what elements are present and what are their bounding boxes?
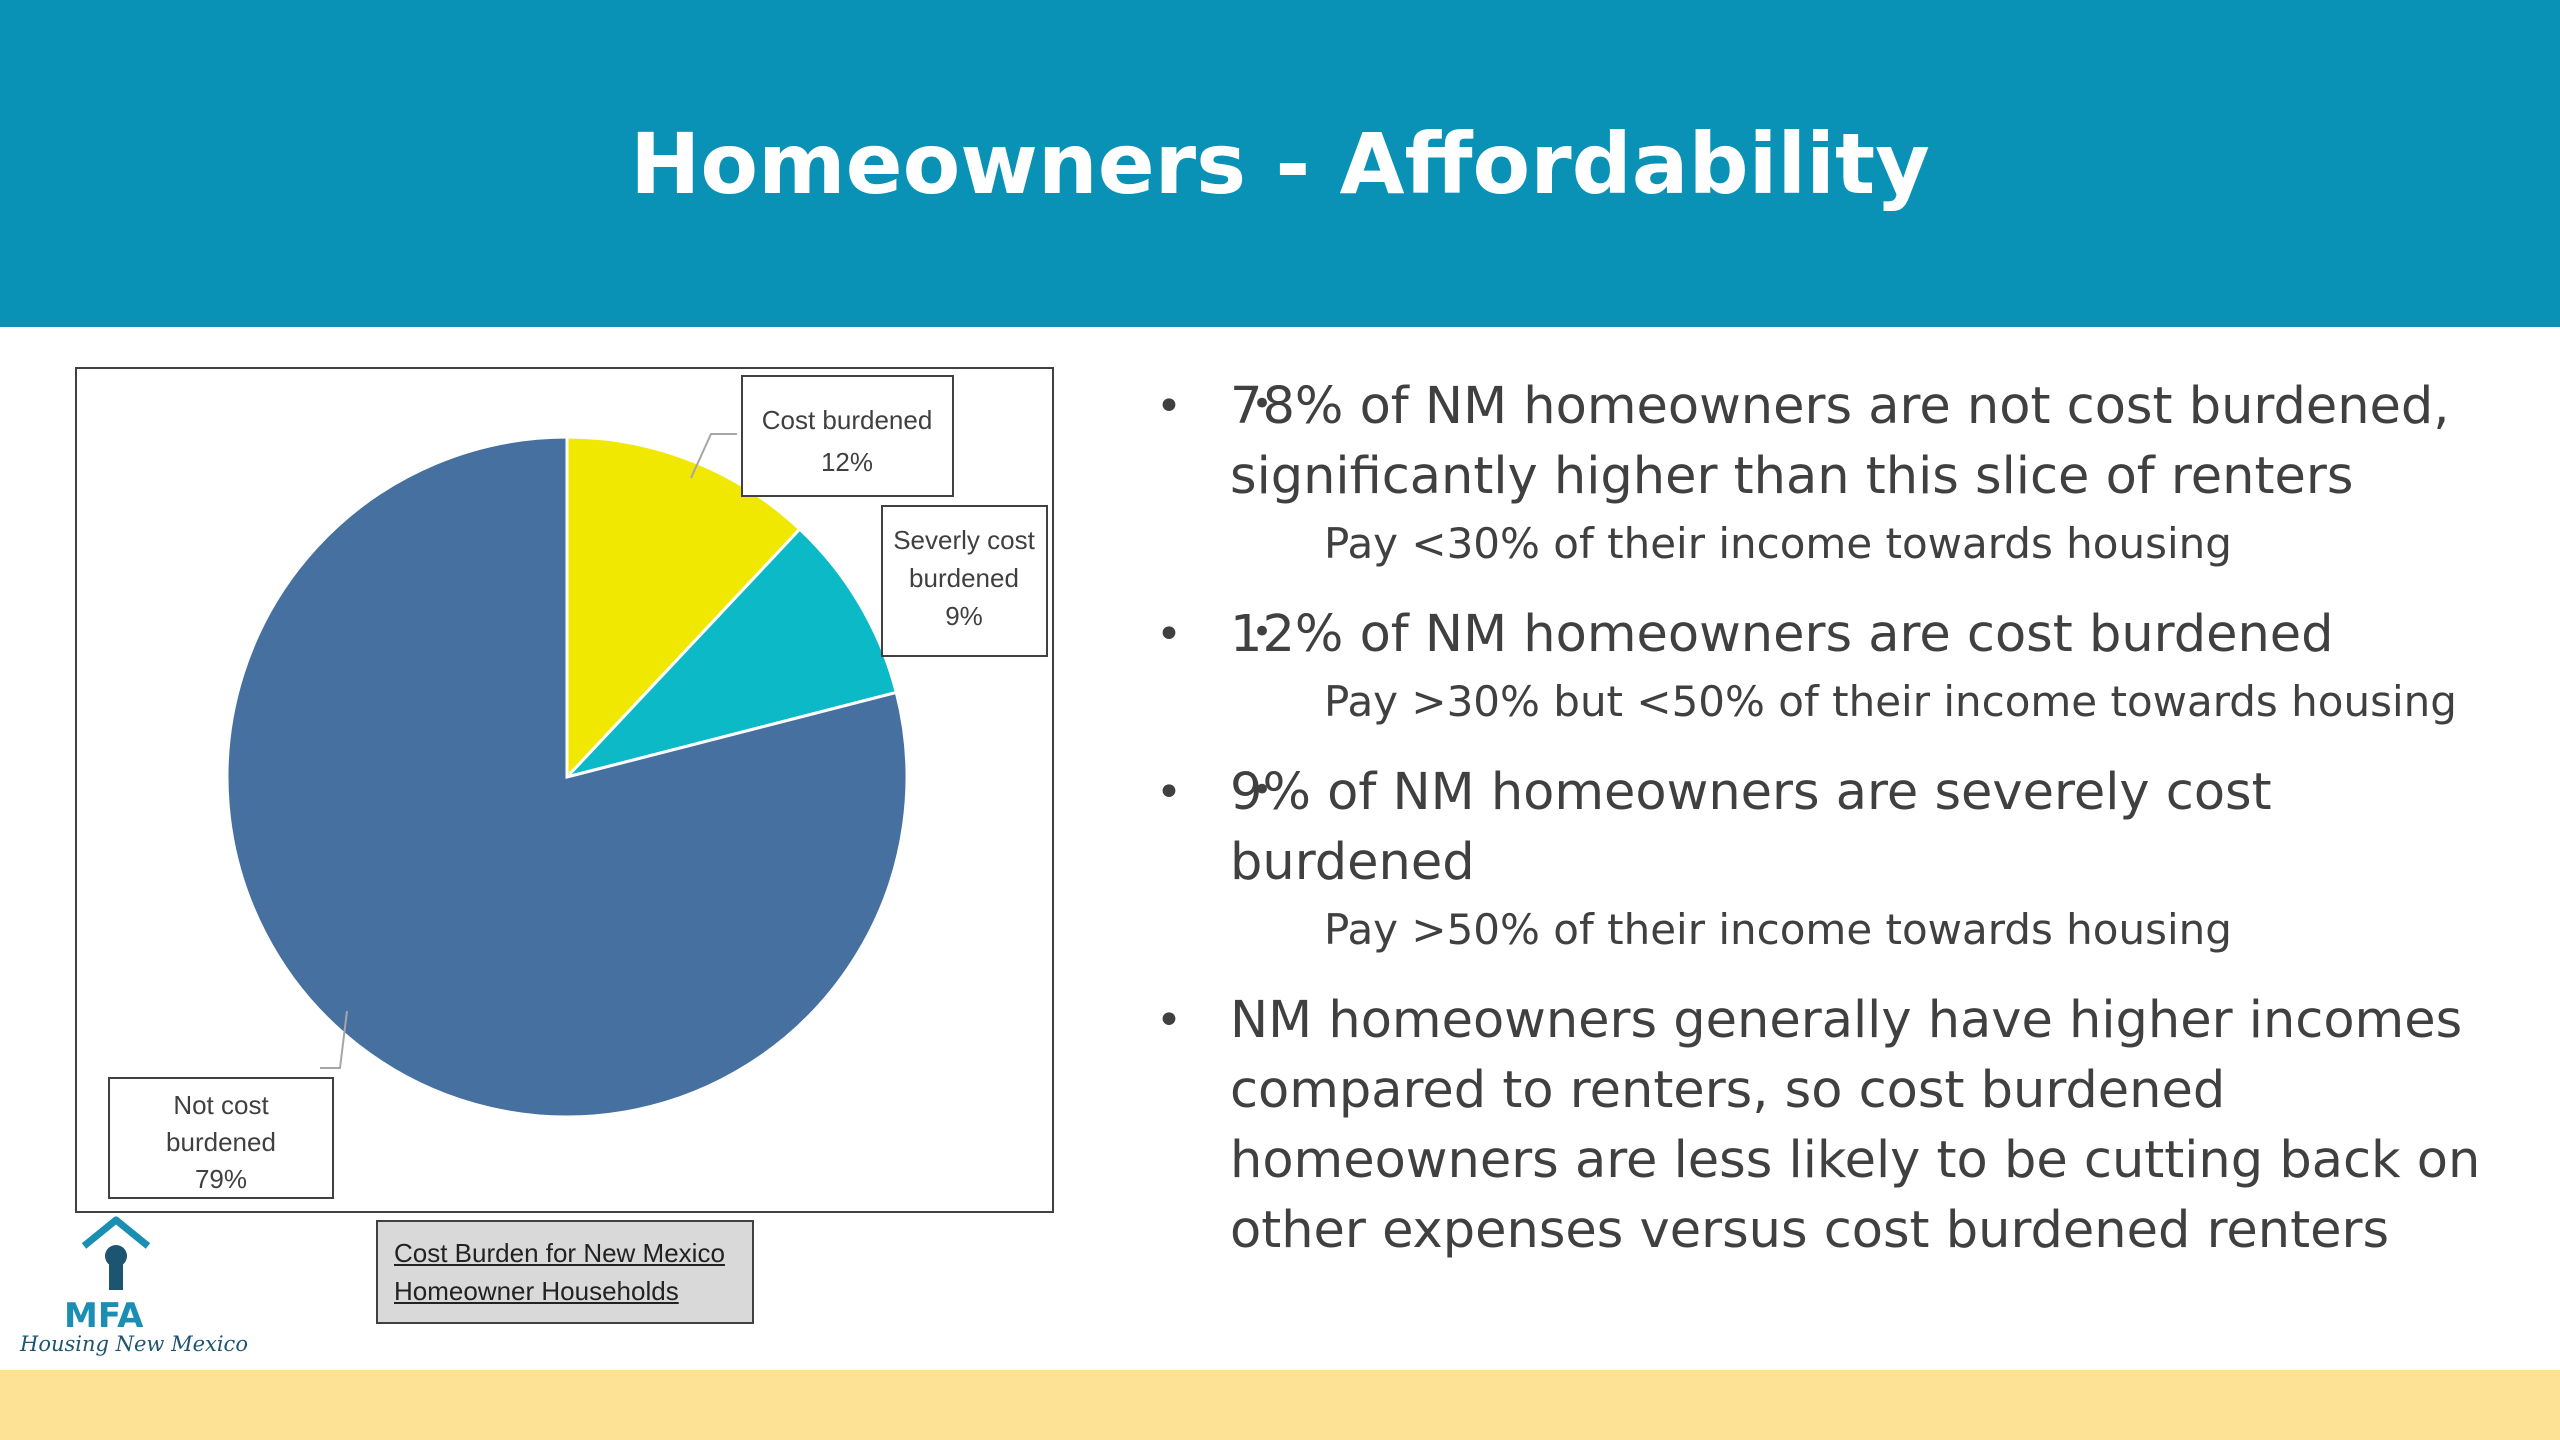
pie-slice-cost-burdened — [565, 435, 802, 781]
bullet-text: 9% of NM homeowners are severely cost bu… — [1150, 758, 2530, 898]
chart-caption: Cost Burden for New Mexico Homeowner Hou… — [376, 1220, 754, 1324]
label-cost-burdened-name: Cost burdened — [762, 405, 933, 435]
page-title: Homeowners - Affordability — [630, 114, 1930, 213]
label-severely-cost-burdened: Severly cost burdened 9% — [881, 505, 1048, 657]
caption-line-1: Cost Burden for New Mexico — [394, 1238, 725, 1268]
label-severely-name-1: Severly cost — [893, 525, 1035, 555]
label-severely-pct: 9% — [945, 601, 983, 631]
label-not-name-2: burdened — [166, 1127, 276, 1157]
leader-line-not-cost-burdened — [320, 1010, 348, 1069]
bullet-item: 9% of NM homeowners are severely cost bu… — [1150, 758, 2530, 962]
label-not-name-1: Not cost — [173, 1090, 269, 1120]
pie-slice-severely-cost-burdened — [562, 527, 899, 780]
footer-bar — [0, 1370, 2560, 1440]
bullet-item: NM homeowners generally have higher inco… — [1150, 986, 2530, 1266]
logo-tagline: Housing New Mexico — [20, 1332, 248, 1356]
bullet-item: 78% of NM homeowners are not cost burden… — [1150, 372, 2530, 576]
sub-bullet-text: Pay <30% of their income towards housing — [1150, 512, 2530, 576]
bullet-text: 78% of NM homeowners are not cost burden… — [1150, 372, 2530, 512]
pie-chart-frame: Cost burdened 12% Severly cost burdened … — [75, 367, 1054, 1213]
sub-bullet-text: Pay >50% of their income towards housing — [1150, 898, 2530, 962]
bullet-list: 78% of NM homeowners are not cost burden… — [1150, 372, 2530, 1266]
house-keyhole-icon — [81, 1216, 151, 1290]
logo-name: MFA — [64, 1296, 144, 1336]
bullet-text: NM homeowners generally have higher inco… — [1150, 986, 2530, 1266]
mfa-logo: MFA Housing New Mexico — [14, 1216, 248, 1366]
sub-bullet-text: Pay >30% but <50% of their income toward… — [1150, 670, 2530, 734]
label-not-cost-burdened: Not cost burdened 79% — [108, 1077, 334, 1199]
pie-chart: Cost burdened 12% Severly cost burdened … — [108, 375, 1048, 1199]
label-cost-burdened: Cost burdened 12% — [741, 375, 954, 497]
caption-line-2: Homeowner Households — [394, 1276, 679, 1306]
bullet-text: 12% of NM homeowners are cost burdened — [1150, 600, 2530, 670]
leader-line-cost-burdened — [690, 433, 737, 479]
label-not-pct: 79% — [195, 1164, 247, 1194]
label-severely-name-2: burdened — [909, 563, 1019, 593]
title-banner: Homeowners - Affordability — [0, 0, 2560, 327]
label-cost-burdened-pct: 12% — [821, 447, 873, 477]
bullet-item: 12% of NM homeowners are cost burdened P… — [1150, 600, 2530, 734]
pie-slice-not-cost-burdened — [225, 435, 909, 1119]
